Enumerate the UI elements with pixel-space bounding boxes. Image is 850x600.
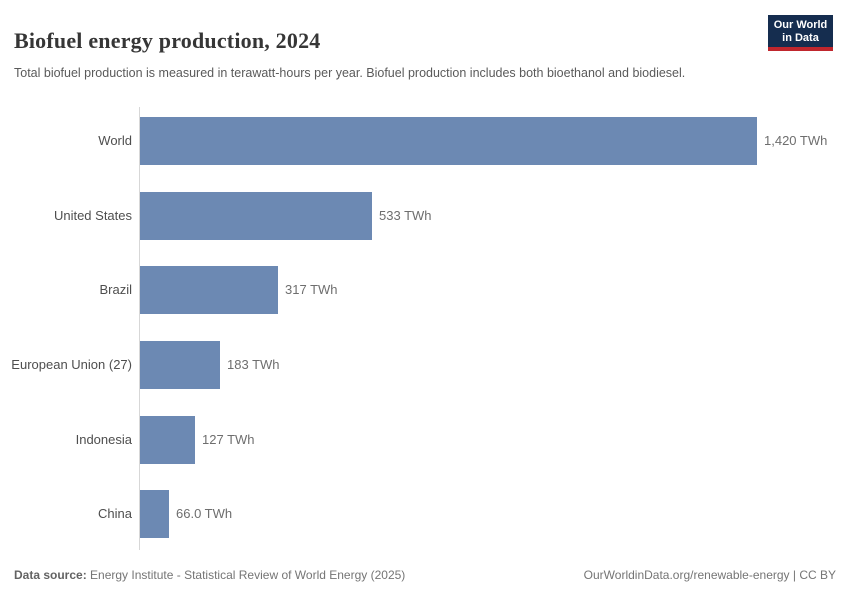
owid-logo-line1: Our World	[773, 19, 828, 31]
bar-world[interactable]	[140, 117, 757, 165]
bar-chart: World 1,420 TWh United States 533 TWh Brazil…	[0, 107, 850, 550]
chart-row: United States 533 TWh	[0, 192, 850, 240]
chart-footer: Data source: Energy Institute - Statisti…	[14, 568, 836, 582]
data-source: Data source: Energy Institute - Statisti…	[14, 568, 405, 582]
category-label: Brazil	[99, 282, 132, 297]
page-title: Biofuel energy production, 2024	[14, 27, 321, 53]
value-label: 127 TWh	[202, 432, 255, 447]
category-label: United States	[53, 208, 132, 223]
bar-china[interactable]	[140, 490, 169, 538]
category-label: World	[98, 133, 132, 148]
value-label: 1,420 TWh	[764, 133, 828, 148]
bar-united-states[interactable]	[140, 192, 372, 240]
value-label: 317 TWh	[285, 282, 338, 297]
category-label: Indonesia	[75, 432, 132, 447]
chart-row: Indonesia 127 TWh	[0, 416, 850, 464]
chart-row: European Union (27) 183 TWh	[0, 341, 850, 389]
chart-subtitle: Total biofuel production is measured in …	[14, 65, 686, 80]
category-label: China	[98, 506, 132, 521]
bar-brazil[interactable]	[140, 266, 278, 314]
owid-logo-line2: in Data	[782, 31, 819, 44]
bar-indonesia[interactable]	[140, 416, 195, 464]
chart-row: Brazil 317 TWh	[0, 266, 850, 314]
value-label: 66.0 TWh	[176, 506, 233, 521]
owid-logo[interactable]: Our World in Data	[768, 15, 833, 51]
category-label: European Union (27)	[11, 357, 132, 372]
footer-link[interactable]: OurWorldinData.org/renewable-energy | CC…	[583, 568, 836, 582]
value-label: 183 TWh	[227, 357, 280, 372]
y-axis-line	[139, 107, 140, 550]
chart-row: China 66.0 TWh	[0, 490, 850, 538]
chart-row: World 1,420 TWh	[0, 117, 850, 165]
data-source-label: Data source:	[14, 568, 87, 582]
bar-european-union-27[interactable]	[140, 341, 220, 389]
data-source-text: Energy Institute - Statistical Review of…	[86, 568, 406, 582]
value-label: 533 TWh	[379, 208, 432, 223]
